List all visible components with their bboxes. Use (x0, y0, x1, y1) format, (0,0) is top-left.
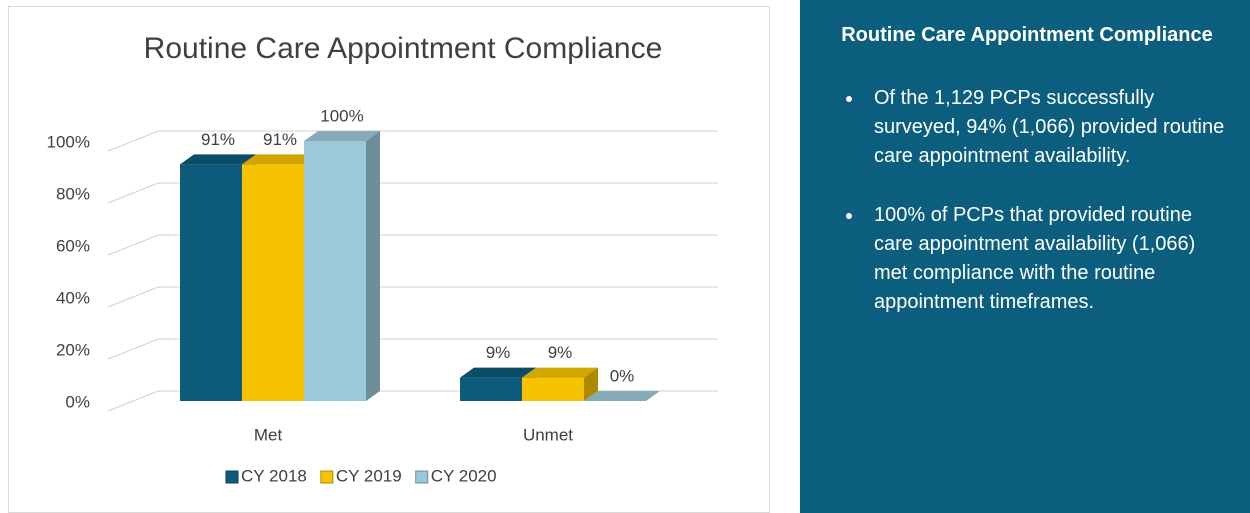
data-label: 91% (263, 130, 297, 149)
bar (460, 377, 522, 401)
y-tick-label: 40% (56, 288, 90, 307)
x-tick-label: Unmet (523, 425, 573, 444)
chart-title: Routine Care Appointment Compliance (144, 32, 663, 65)
bar-side (366, 131, 380, 401)
panel-title: Routine Care Appointment Compliance (841, 24, 1213, 46)
chart: Routine Care Appointment Compliance 0% 20… (8, 6, 770, 513)
data-label: 91% (201, 130, 235, 149)
bullet-list: Of the 1,129 PCPs successfully surveyed,… (822, 84, 1232, 317)
grid-line (107, 338, 718, 360)
data-label: 0% (610, 366, 635, 385)
grid-line (107, 182, 718, 204)
legend-swatch (415, 470, 429, 484)
grid-line (107, 286, 718, 308)
data-label: 9% (486, 343, 511, 362)
bar (180, 164, 242, 401)
bar (304, 141, 366, 401)
bar-top (304, 131, 380, 141)
info-panel: Routine Care Appointment Compliance Of t… (800, 0, 1250, 513)
grid-line (107, 130, 718, 152)
legend-label: CY 2019 (336, 466, 402, 485)
x-tick-label: Met (254, 425, 283, 444)
grid-line (107, 234, 718, 256)
y-tick-label: 0% (65, 392, 90, 411)
y-tick-label: 20% (56, 340, 90, 359)
legend-label: CY 2018 (241, 466, 307, 485)
chart-border (8, 6, 770, 513)
y-tick-label: 100% (47, 132, 90, 151)
legend-swatch (320, 470, 334, 484)
bar-top (522, 367, 598, 378)
legend-label: CY 2020 (431, 466, 497, 485)
bar-top (584, 391, 660, 401)
bullet: 100% of PCPs that provided routine care … (864, 201, 1232, 317)
data-label: 100% (320, 106, 363, 125)
bullet: Of the 1,129 PCPs successfully surveyed,… (864, 84, 1232, 171)
y-tick-label: 80% (56, 184, 90, 203)
bar-top (460, 367, 536, 378)
bar-top (242, 154, 318, 165)
bar (242, 164, 304, 401)
legend-swatch (225, 470, 239, 484)
bar (522, 377, 584, 401)
bar-side (584, 367, 598, 401)
bar-top (180, 154, 256, 165)
y-tick-label: 60% (56, 236, 90, 255)
data-label: 9% (548, 343, 573, 362)
